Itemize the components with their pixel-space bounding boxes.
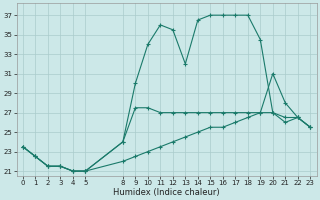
X-axis label: Humidex (Indice chaleur): Humidex (Indice chaleur) (113, 188, 220, 197)
